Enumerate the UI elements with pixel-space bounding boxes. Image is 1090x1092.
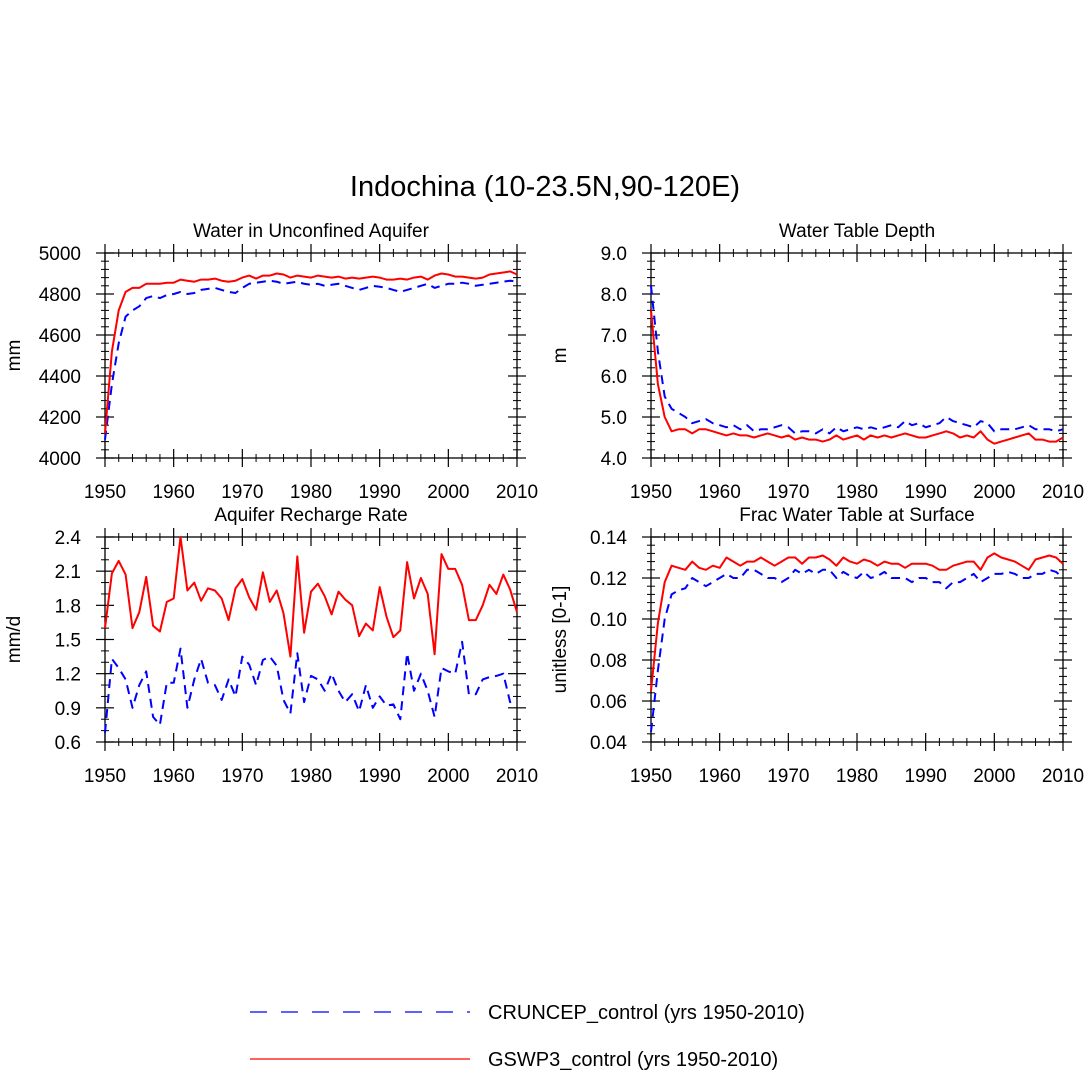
x-tick-label: 1990 [359,766,401,787]
x-tick-label: 1980 [290,482,332,503]
panel-3: Aquifer Recharge Rate mm/d 1950 1960 1970 198… [4,505,538,787]
x-tick-label: 2000 [973,766,1015,787]
x-tick-label: 2000 [427,482,469,503]
y-tick-label: 2.1 [55,562,81,583]
x-tick-label: 1980 [836,482,878,503]
x-tick-label: 1950 [84,766,126,787]
y-tick-label: 4.0 [601,449,627,470]
y-tick-label: 4600 [39,326,81,347]
x-tick-label: 1980 [290,766,332,787]
x-tick-label: 1970 [767,766,809,787]
x-tick-label: 1980 [836,766,878,787]
x-tick-label: 1990 [905,482,947,503]
y-tick-label: 4800 [39,285,81,306]
x-tick-label: 2010 [496,482,538,503]
panel-4: Frac Water Table at Surface unitless [0-1… [550,505,1084,787]
x-tick-label: 1950 [630,482,672,503]
x-tick-label: 2010 [1042,766,1084,787]
series-line-gswp3 [104,270,518,434]
series-line-cruncep [650,285,1064,435]
panel-2: Water Table Depth m 1950 1960 1970 1980 1990 20… [550,221,1084,503]
y-tick-label: 0.06 [590,692,627,713]
x-tick-label: 2010 [496,766,538,787]
x-tick-label: 1970 [221,482,263,503]
y-tick-label: 0.9 [55,699,81,720]
x-tick-label: 2000 [973,482,1015,503]
y-axis-label: m [550,348,571,364]
y-axis-label: mm [4,340,25,372]
y-tick-label: 7.0 [601,326,627,347]
x-tick-label: 1960 [153,482,195,503]
plot-frame [104,252,518,459]
x-tick-label: 1950 [630,766,672,787]
y-tick-label: 8.0 [601,285,627,306]
y-tick-label: 1.2 [55,665,81,686]
y-tick-label: 4000 [39,449,81,470]
series-line-gswp3 [104,536,518,658]
x-tick-label: 1990 [905,766,947,787]
plot-frame [104,536,518,743]
x-tick-label: 1960 [153,766,195,787]
y-tick-label: 0.14 [590,528,627,549]
x-tick-label: 1960 [699,766,741,787]
legend: CRUNCEP_control (yrs 1950-2010) GSWP3_co… [250,1002,805,1071]
y-tick-label: 4400 [39,367,81,388]
panel-title: Aquifer Recharge Rate [214,505,407,526]
series-line-cruncep [650,568,1064,732]
x-tick-label: 1970 [221,766,263,787]
y-axis-label: unitless [0-1] [550,586,571,694]
y-tick-label: 1.8 [55,596,81,617]
panel-title: Frac Water Table at Surface [739,505,975,526]
y-tick-label: 0.6 [55,733,81,754]
y-tick-label: 6.0 [601,367,627,388]
y-tick-label: 0.12 [590,569,627,590]
x-tick-label: 2000 [427,766,469,787]
series-line-gswp3 [650,310,1064,445]
y-tick-label: 0.08 [590,651,627,672]
x-tick-label: 2010 [1042,482,1084,503]
y-tick-label: 2.4 [55,528,82,549]
x-tick-label: 1960 [699,482,741,503]
plot-frame [650,536,1064,743]
y-tick-label: 5.0 [601,408,627,429]
y-tick-label: 4200 [39,408,81,429]
panel-title: Water Table Depth [779,221,935,242]
y-tick-label: 9.0 [601,244,627,265]
y-tick-label: 0.04 [590,733,627,754]
figure-title: Indochina (10-23.5N,90-120E) [350,171,740,203]
y-axis-label: mm/d [4,616,25,664]
legend-label-gswp3: GSWP3_control (yrs 1950-2010) [488,1049,778,1071]
series-line-cruncep [104,640,518,733]
panel-1: Water in Unconfined Aquifer mm 1950 1960 197… [4,221,538,503]
x-tick-label: 1950 [84,482,126,503]
y-tick-label: 0.10 [590,610,627,631]
series-line-gswp3 [650,552,1064,691]
y-tick-label: 1.5 [55,631,81,652]
legend-label-cruncep: CRUNCEP_control (yrs 1950-2010) [488,1002,805,1024]
panel-title: Water in Unconfined Aquifer [193,221,430,242]
y-tick-label: 5000 [39,244,81,265]
x-tick-label: 1990 [359,482,401,503]
panels: Water in Unconfined Aquifer mm 1950 1960 197… [4,221,1084,787]
x-tick-label: 1970 [767,482,809,503]
series-line-cruncep [104,279,518,440]
